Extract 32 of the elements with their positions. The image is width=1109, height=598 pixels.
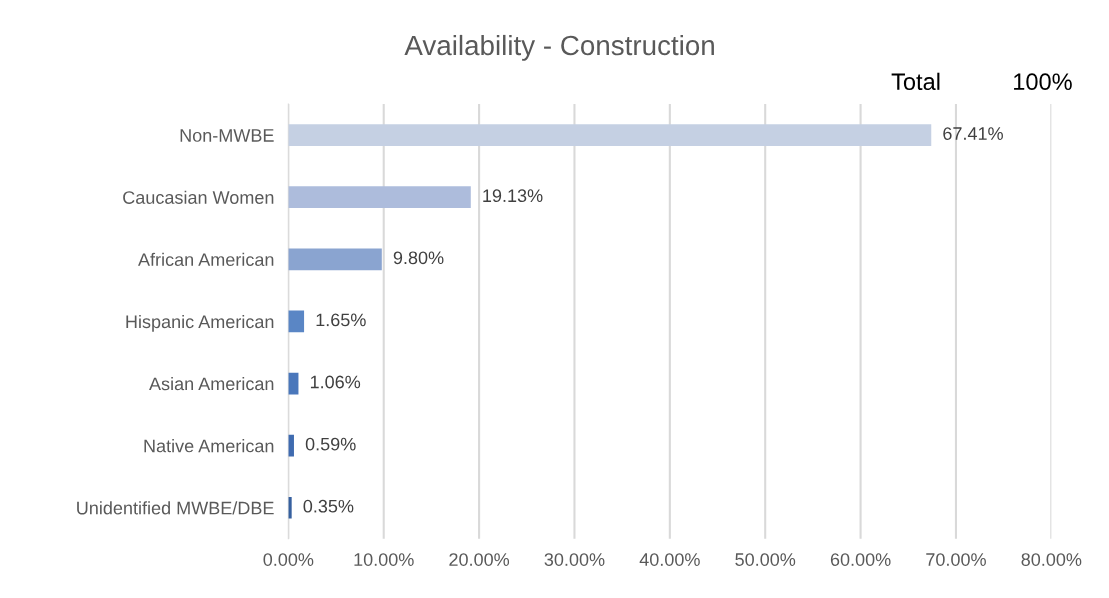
y-tick-label: Unidentified MWBE/DBE [77,501,274,515]
y-tick-label: Asian American [149,376,274,391]
data-label: 0.35% [303,499,354,513]
bar [288,124,932,146]
x-tick-label: 30.00% [544,553,605,566]
y-tick-label: Caucasian Women [123,190,274,204]
x-tick-label: 60.00% [830,553,891,566]
data-label: 9.80% [393,251,444,265]
data-label: 0.59% [305,437,356,451]
text: 100% [1014,73,1072,91]
y-tick-label: Hispanic American [126,314,274,332]
x-tick-label: 0.00% [263,553,314,566]
y-tick-label: Non-MWBE [180,129,274,142]
data-label: 19.13% [483,189,543,203]
x-tick-label: 40.00% [639,553,700,566]
x-tick-label: 10.00% [354,553,414,566]
bar [288,186,471,209]
data-label: 67.41% [943,127,1003,140]
x-tick-label: 20.00% [449,553,510,566]
x-tick-label: 80.00% [1021,553,1082,566]
y-tick-label: African American [138,252,274,267]
y-tick-label: Native American [144,439,274,453]
x-tick-label: 70.00% [926,553,986,566]
bar [288,248,382,271]
bar [288,496,292,519]
text: Total [891,72,940,91]
bar [288,310,305,333]
data-label: 1.65% [316,313,366,327]
bar [288,434,294,457]
chart-title: Availability - Construction [404,34,714,61]
x-tick-label: 50.00% [735,553,796,566]
data-label: 1.06% [310,375,361,389]
